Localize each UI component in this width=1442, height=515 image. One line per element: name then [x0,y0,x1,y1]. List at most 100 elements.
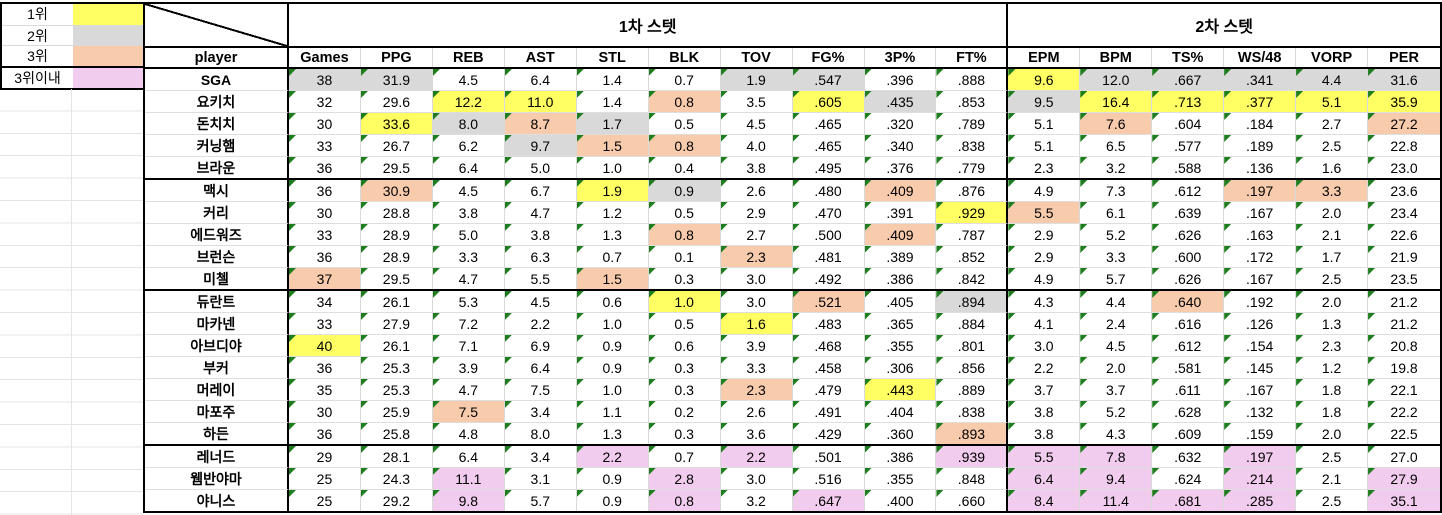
column-header-ts-[interactable]: TS% [1152,48,1225,67]
stat-cell-tov[interactable]: 3.6 [720,423,793,444]
player-name-cell[interactable]: 에드워즈 [145,224,289,246]
stat-cell-3p-[interactable]: .376 [864,157,937,178]
column-header-stl[interactable]: STL [577,48,649,67]
stat-cell-stl[interactable]: 0.9 [576,468,649,490]
stat-cell-ts-[interactable]: .581 [1152,357,1225,379]
stat-cell-blk[interactable]: 0.8 [648,490,721,511]
stat-cell-ppg[interactable]: 27.9 [360,313,433,335]
stat-cell-ws-48[interactable]: .145 [1224,357,1297,379]
stat-cell-per[interactable]: 31.6 [1368,69,1440,91]
stat-cell-stl[interactable]: 2.2 [576,446,649,468]
stat-cell-epm[interactable]: 3.0 [1008,335,1081,357]
stat-cell-ppg[interactable]: 29.5 [360,157,433,178]
stat-cell-ft-[interactable]: .838 [936,135,1009,157]
stat-cell-ft-[interactable]: .842 [936,268,1009,289]
stat-cell-ft-[interactable]: .893 [936,423,1009,444]
stat-cell-epm[interactable]: 9.6 [1008,69,1081,91]
stat-cell-bpm[interactable]: 5.7 [1080,268,1153,289]
stat-cell-epm[interactable]: 4.3 [1008,291,1081,313]
stat-cell-ws-48[interactable]: .197 [1224,446,1297,468]
stat-cell-vorp[interactable]: 2.5 [1296,135,1369,157]
stat-cell-ft-[interactable]: .838 [936,401,1009,423]
stat-cell-reb[interactable]: 8.0 [432,113,505,135]
stat-cell-per[interactable]: 35.9 [1368,91,1440,113]
stat-cell-3p-[interactable]: .409 [864,180,937,202]
stat-cell-ppg[interactable]: 28.8 [360,202,433,224]
stat-cell-blk[interactable]: 0.3 [648,268,721,289]
stat-cell-ppg[interactable]: 26.7 [360,135,433,157]
stat-cell-reb[interactable]: 4.7 [432,268,505,289]
stat-cell-reb[interactable]: 9.8 [432,490,505,511]
stat-cell-3p-[interactable]: .400 [864,490,937,511]
stat-cell-3p-[interactable]: .443 [864,379,937,401]
legend-item[interactable]: 2위 [2,24,143,46]
stat-cell-games[interactable]: 30 [289,202,361,224]
stat-cell-vorp[interactable]: 2.0 [1296,291,1369,313]
column-header-tov[interactable]: TOV [721,48,793,67]
stat-cell-reb[interactable]: 4.5 [432,180,505,202]
stat-cell-bpm[interactable]: 7.8 [1080,446,1153,468]
stat-cell-tov[interactable]: 3.3 [720,357,793,379]
stat-cell-bpm[interactable]: 4.4 [1080,291,1153,313]
stat-cell-bpm[interactable]: 11.4 [1080,490,1153,511]
stat-cell-per[interactable]: 22.8 [1368,135,1440,157]
stat-cell-stl[interactable]: 1.2 [576,202,649,224]
stat-cell-bpm[interactable]: 5.2 [1080,401,1153,423]
stat-cell-games[interactable]: 36 [289,157,361,178]
stat-cell-blk[interactable]: 0.5 [648,202,721,224]
stat-cell-ast[interactable]: 6.4 [504,357,577,379]
primary-stats-group-header[interactable]: 1차 스텟 [289,4,1009,46]
stat-cell-per[interactable]: 22.6 [1368,224,1440,246]
stat-cell-games[interactable]: 35 [289,379,361,401]
stat-cell-epm[interactable]: 8.4 [1008,490,1081,511]
stat-cell-ws-48[interactable]: .126 [1224,313,1297,335]
stat-cell-blk[interactable]: 0.9 [648,180,721,202]
stat-cell-3p-[interactable]: .365 [864,313,937,335]
stat-cell-stl[interactable]: 1.0 [576,379,649,401]
stat-cell-tov[interactable]: 3.8 [720,157,793,178]
stat-cell-blk[interactable]: 0.8 [648,91,721,113]
stat-cell-ppg[interactable]: 24.3 [360,468,433,490]
stat-cell-games[interactable]: 36 [289,357,361,379]
stat-cell-ts-[interactable]: .609 [1152,423,1225,444]
stat-cell-reb[interactable]: 5.3 [432,291,505,313]
stat-cell-blk[interactable]: 0.5 [648,313,721,335]
player-name-cell[interactable]: 하든 [145,423,289,444]
stat-cell-fg-[interactable]: .500 [792,224,865,246]
stat-cell-reb[interactable]: 5.0 [432,224,505,246]
stat-cell-ppg[interactable]: 25.3 [360,357,433,379]
stat-cell-reb[interactable]: 12.2 [432,91,505,113]
stat-cell-tov[interactable]: 1.9 [720,69,793,91]
column-header-3p-[interactable]: 3P% [865,48,937,67]
stat-cell-games[interactable]: 36 [289,180,361,202]
stat-cell-ws-48[interactable]: .377 [1224,91,1297,113]
stat-cell-epm[interactable]: 9.5 [1008,91,1081,113]
stat-cell-ws-48[interactable]: .285 [1224,490,1297,511]
stat-cell-blk[interactable]: 0.3 [648,423,721,444]
diagonal-corner-cell[interactable] [145,4,289,46]
stat-cell-ast[interactable]: 2.2 [504,313,577,335]
column-header-reb[interactable]: REB [433,48,505,67]
column-header-epm[interactable]: EPM [1008,48,1081,67]
stat-cell-fg-[interactable]: .495 [792,157,865,178]
stat-cell-reb[interactable]: 3.8 [432,202,505,224]
stat-cell-ts-[interactable]: .577 [1152,135,1225,157]
stat-cell-tov[interactable]: 2.3 [720,246,793,268]
stat-cell-3p-[interactable]: .391 [864,202,937,224]
stat-cell-vorp[interactable]: 2.5 [1296,446,1369,468]
stat-cell-ppg[interactable]: 25.3 [360,379,433,401]
stat-cell-games[interactable]: 25 [289,468,361,490]
stat-cell-ast[interactable]: 5.7 [504,490,577,511]
stat-cell-bpm[interactable]: 6.1 [1080,202,1153,224]
stat-cell-vorp[interactable]: 1.8 [1296,401,1369,423]
stat-cell-ft-[interactable]: .884 [936,313,1009,335]
stat-cell-ast[interactable]: 5.5 [504,268,577,289]
stat-cell-ft-[interactable]: .660 [936,490,1009,511]
stat-cell-epm[interactable]: 4.1 [1008,313,1081,335]
stat-cell-ft-[interactable]: .889 [936,379,1009,401]
stat-cell-reb[interactable]: 4.7 [432,379,505,401]
stat-cell-3p-[interactable]: .404 [864,401,937,423]
stat-cell-stl[interactable]: 0.9 [576,490,649,511]
stat-cell-ft-[interactable]: .856 [936,357,1009,379]
stat-cell-fg-[interactable]: .480 [792,180,865,202]
